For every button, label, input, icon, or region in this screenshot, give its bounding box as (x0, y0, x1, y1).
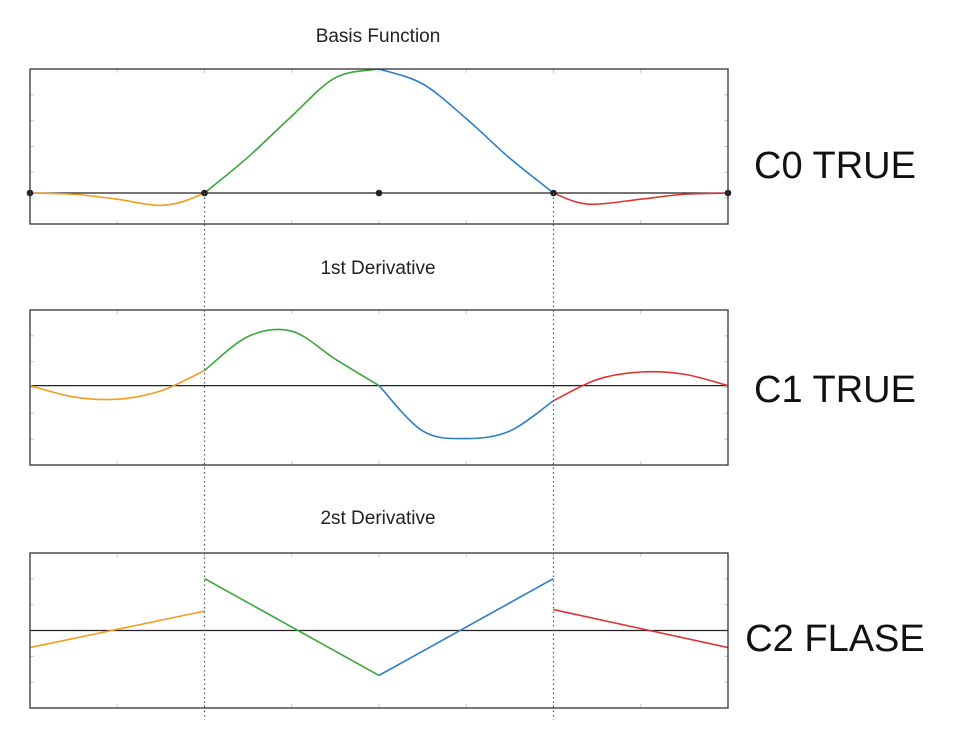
panel-1-frame (29, 68, 729, 225)
panel-2-title: 1st Derivative (320, 258, 435, 279)
segment-2-curve (203, 68, 380, 194)
panel-2-plot (29, 309, 729, 466)
segment-2-curve (204, 577, 380, 677)
panel-3-frame (29, 552, 729, 709)
panel-2-side-label: C1 TRUE (754, 369, 916, 411)
panel-1-curves (29, 68, 729, 207)
segment-3-curve (378, 385, 554, 440)
panel-3-curves (29, 577, 729, 677)
segment-3-curve (378, 577, 554, 677)
segment-4-curve (553, 370, 729, 402)
panel-2-ticks (30, 310, 728, 465)
segment-3-curve (378, 68, 554, 194)
segment-4-curve (553, 608, 729, 649)
panel-3-ticks (30, 553, 728, 708)
segment-1-curve (29, 610, 205, 649)
panel-3-plot (29, 552, 729, 709)
panel-3-title: 2st Derivative (320, 508, 435, 529)
segment-1-curve (29, 192, 205, 207)
segment-4-curve (553, 192, 729, 206)
panel-1-title: Basis Function (316, 26, 441, 47)
segment-2-curve (204, 328, 380, 387)
panel-3-side-label: C2 FLASE (745, 618, 925, 660)
segment-1-curve (29, 369, 205, 401)
panel-1-plot (26, 68, 732, 225)
panel-2-frame (29, 309, 729, 466)
knot-marker (375, 189, 383, 197)
panel-2-curves (29, 328, 729, 440)
panel-1-side-label: C0 TRUE (754, 145, 916, 187)
